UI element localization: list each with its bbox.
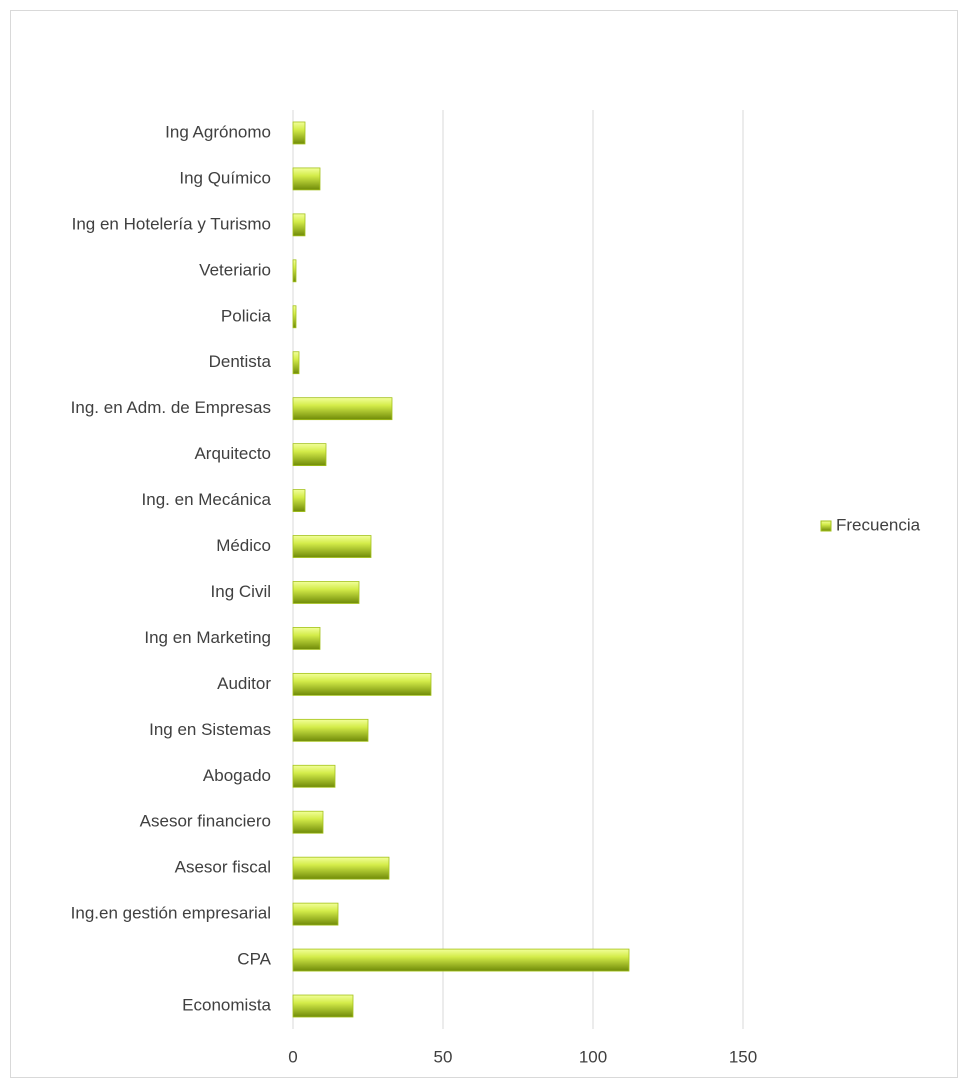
bar <box>292 994 354 1018</box>
bar <box>292 535 372 558</box>
legend-label: Frecuencia <box>836 515 921 534</box>
bar <box>292 856 390 880</box>
legend-marker <box>820 520 832 532</box>
bar <box>292 213 306 237</box>
bar <box>292 718 369 742</box>
y-tick-label: Asesor fiscal <box>175 858 271 877</box>
y-tick-label: Policia <box>221 306 272 325</box>
y-tick-label: Arquitecto <box>194 444 271 463</box>
bar <box>292 764 336 788</box>
bar <box>292 259 297 283</box>
y-tick-label: Ing Químico <box>179 168 271 187</box>
y-tick-label: Ing.en gestión empresarial <box>71 904 271 923</box>
y-tick-label: Abogado <box>203 766 271 785</box>
y-tick-label: Dentista <box>209 352 272 371</box>
bar <box>292 443 327 467</box>
y-tick-label: Ing en Sistemas <box>149 720 271 739</box>
y-tick-label: Asesor financiero <box>140 812 271 831</box>
y-tick-label: Auditor <box>217 674 271 693</box>
bar <box>292 351 300 375</box>
chart-border <box>10 10 958 1078</box>
bar <box>292 581 360 604</box>
y-tick-label: Veteriario <box>199 260 271 279</box>
bar <box>292 810 324 834</box>
bar <box>292 397 393 421</box>
bar <box>292 902 339 926</box>
bar <box>292 489 306 512</box>
y-tick-label: Ing en Hotelería y Turismo <box>72 214 271 233</box>
y-tick-label: CPA <box>237 950 271 969</box>
x-tick-label: 100 <box>579 1047 607 1066</box>
y-tick-label: Ing. en Mecánica <box>142 490 272 509</box>
bar <box>292 627 321 650</box>
y-tick-label: Ing Civil <box>211 582 271 601</box>
bar <box>292 305 297 329</box>
x-tick-label: 0 <box>288 1047 297 1066</box>
bar <box>292 167 321 191</box>
y-tick-label: Médico <box>216 536 271 555</box>
x-tick-label: 150 <box>729 1047 757 1066</box>
bar <box>292 948 630 972</box>
y-tick-label: Ing. en Adm. de Empresas <box>71 398 271 417</box>
bar <box>292 121 306 145</box>
y-tick-label: Ing en Marketing <box>144 628 271 647</box>
bar <box>292 672 432 696</box>
x-tick-label: 50 <box>434 1047 453 1066</box>
y-tick-label: Economista <box>182 996 271 1015</box>
y-tick-label: Ing Agrónomo <box>165 122 271 141</box>
